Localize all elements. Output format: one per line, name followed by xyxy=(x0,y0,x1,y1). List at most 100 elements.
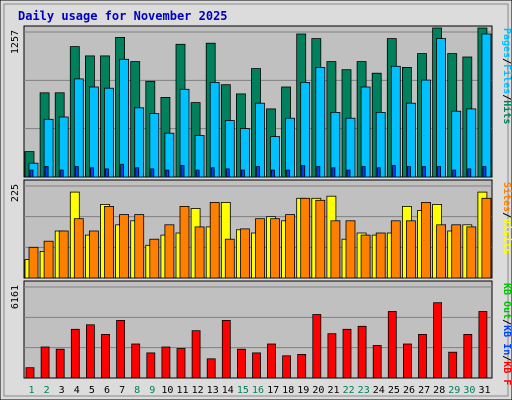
x-tick-label: 10 xyxy=(161,385,173,396)
bar-pages xyxy=(286,169,291,178)
bar-files xyxy=(270,136,280,178)
legend-entry: Files xyxy=(501,64,512,94)
x-tick-label: 31 xyxy=(478,385,490,396)
bar-pages xyxy=(301,165,306,178)
bar-kb-f xyxy=(478,311,488,379)
bar-files xyxy=(345,117,356,178)
bar-kb-f xyxy=(402,343,412,379)
bar-sites xyxy=(58,230,69,279)
x-tick-label: 6 xyxy=(104,385,110,396)
bar-pages xyxy=(467,168,472,178)
bar-files xyxy=(481,33,492,178)
panel-kbytes: 6161 KB Out/KB In/KB F xyxy=(10,280,512,385)
bar-files xyxy=(315,67,326,178)
bar-pages xyxy=(406,166,411,178)
x-tick-label: 12 xyxy=(192,385,204,396)
bar-kb-f xyxy=(146,352,156,379)
bar-pages xyxy=(331,167,336,178)
bar-pages xyxy=(361,166,366,178)
legend-entry: KB Out xyxy=(501,283,512,319)
bar-sites xyxy=(179,205,190,279)
bar-kb-f xyxy=(101,333,110,379)
bar-pages xyxy=(271,169,275,178)
x-tick-label: 8 xyxy=(134,385,140,396)
bar-kb-f xyxy=(221,319,231,379)
bar-pages xyxy=(150,168,155,178)
bar-kb-f xyxy=(418,333,427,379)
bar-kb-f xyxy=(342,328,352,379)
bar-files xyxy=(179,88,190,178)
bar-sites xyxy=(194,226,205,279)
bar-sites xyxy=(330,220,341,279)
bar-kb-f xyxy=(433,302,443,379)
bar-kb-f xyxy=(161,346,171,379)
bar-files xyxy=(194,135,205,178)
bar-pages xyxy=(105,168,109,178)
bar-pages xyxy=(452,169,457,178)
bar-sites xyxy=(466,226,477,279)
x-tick-label: 11 xyxy=(176,385,188,396)
bar-kb-f xyxy=(176,348,186,379)
bar-sites xyxy=(43,240,54,279)
x-tick-label: 24 xyxy=(373,385,385,396)
bar-sites xyxy=(28,246,39,279)
bar-files xyxy=(89,86,99,178)
panel-hits-files-pages: 1257 Pages/Files/Hits xyxy=(10,25,512,178)
bar-sites xyxy=(104,205,114,279)
x-tick-label: 27 xyxy=(418,385,430,396)
bar-pages xyxy=(210,167,215,178)
x-tick-label: 14 xyxy=(222,385,234,396)
bar-files xyxy=(390,65,401,178)
bar-kb-f xyxy=(387,311,397,379)
x-tick-label: 26 xyxy=(403,385,415,396)
x-tick-label: 4 xyxy=(74,385,80,396)
x-tick-label: 7 xyxy=(119,385,125,396)
bar-pages xyxy=(437,166,442,178)
x-tick-label: 29 xyxy=(448,385,460,396)
bar-files xyxy=(436,38,447,178)
x-tick-label: 28 xyxy=(433,385,445,396)
bar-pages xyxy=(90,167,94,178)
bar-kb-f xyxy=(252,352,261,379)
bar-sites xyxy=(224,238,235,279)
bar-kb-f xyxy=(312,314,322,379)
bar-kb-f xyxy=(236,348,246,379)
y-tick-label: 225 xyxy=(10,184,21,202)
legend-entry: Hits xyxy=(501,100,512,124)
bar-sites xyxy=(89,230,99,279)
bar-files xyxy=(330,112,341,178)
bar-files xyxy=(451,110,462,178)
bar-files xyxy=(119,58,129,178)
bar-files xyxy=(28,162,39,178)
bar-files xyxy=(360,86,371,178)
x-tick-label: 2 xyxy=(44,385,50,396)
bar-files xyxy=(375,112,386,178)
bar-pages xyxy=(180,165,185,178)
x-tick-label: 15 xyxy=(237,385,249,396)
bar-kb-f xyxy=(131,343,141,379)
bar-files xyxy=(224,120,235,178)
bar-files xyxy=(255,102,265,178)
x-tick-label: 23 xyxy=(358,385,370,396)
legend-entry: / xyxy=(501,94,512,100)
x-tick-label: 1 xyxy=(28,385,34,396)
x-tick-label: 13 xyxy=(207,385,219,396)
panel-legend: KB Out/KB In/KB F xyxy=(501,283,512,385)
bar-pages xyxy=(120,163,124,178)
bar-sites xyxy=(134,214,145,279)
bar-sites xyxy=(421,201,431,279)
bar-sites xyxy=(360,234,371,279)
x-tick-label: 21 xyxy=(327,385,339,396)
x-tick-label: 5 xyxy=(89,385,95,396)
bar-sites xyxy=(119,214,129,279)
bar-sites xyxy=(390,220,401,279)
bar-kb-f xyxy=(282,355,292,379)
bar-pages xyxy=(256,166,260,178)
bar-files xyxy=(149,113,160,178)
bar-sites xyxy=(451,224,462,279)
bar-sites xyxy=(405,220,416,279)
legend-entry: / xyxy=(501,58,512,64)
bar-kb-f xyxy=(116,319,125,379)
bar-kb-f xyxy=(327,333,337,379)
